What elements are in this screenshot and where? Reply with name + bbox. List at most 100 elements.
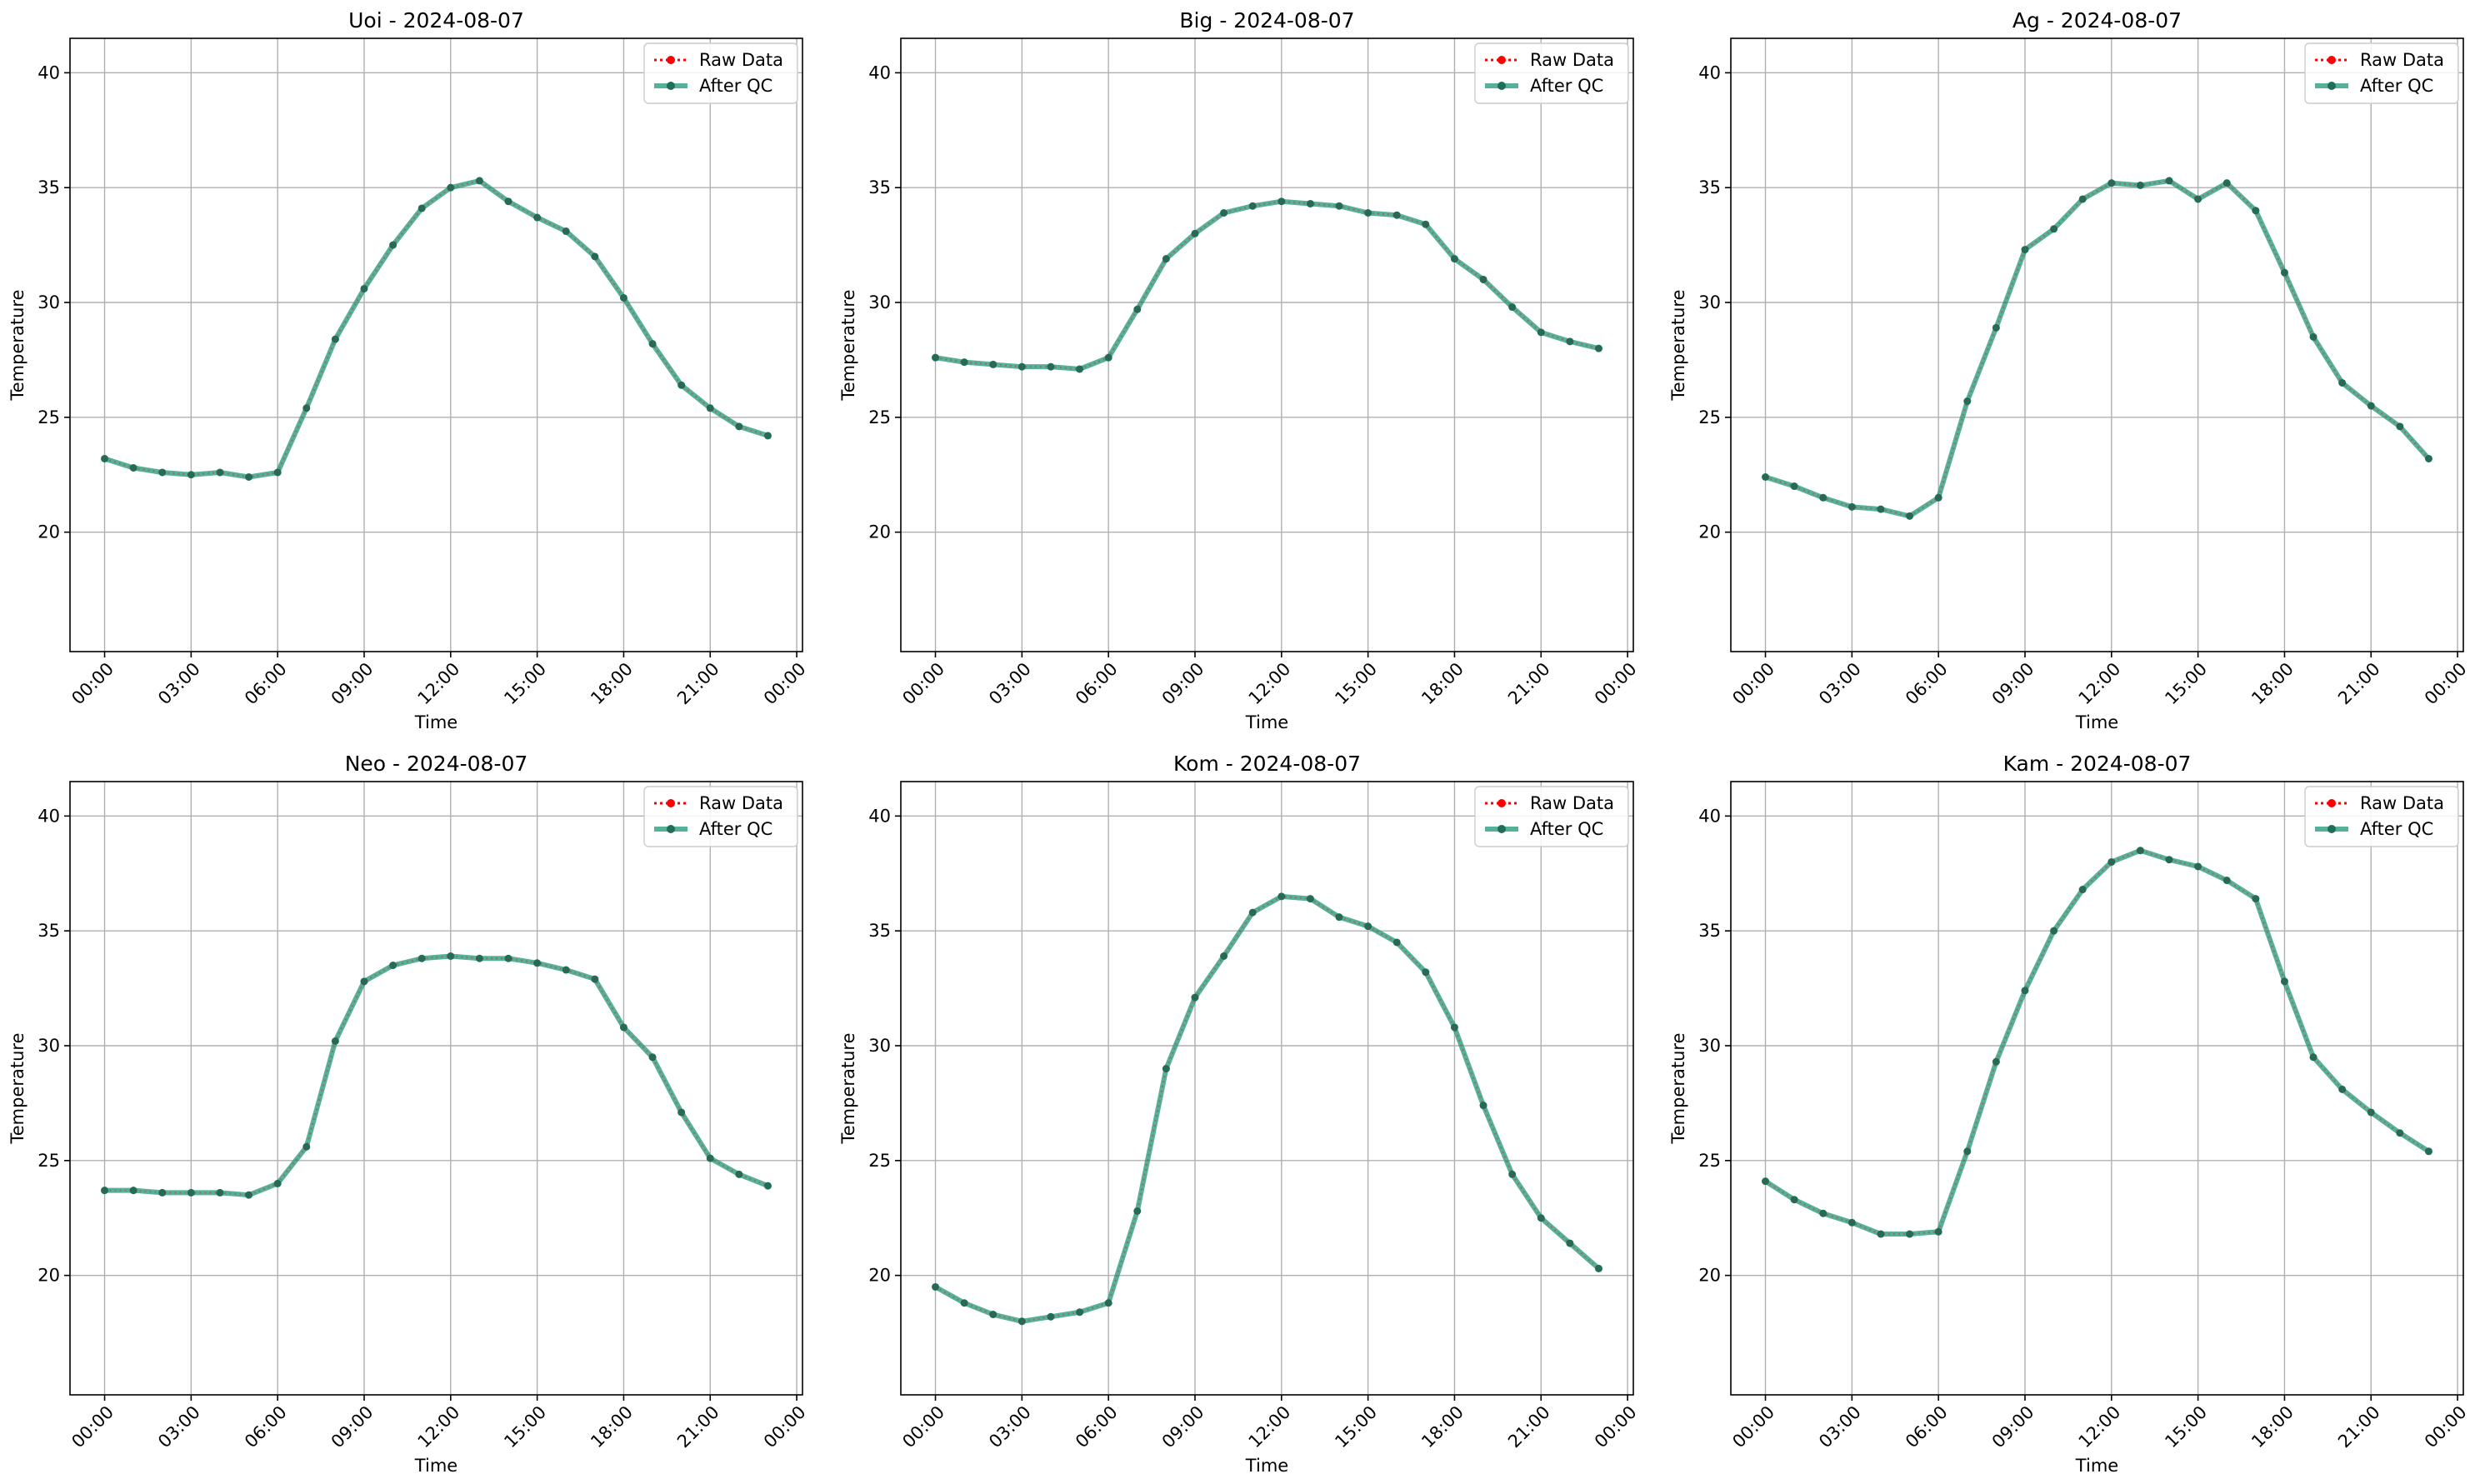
point-after-qc (1220, 952, 1228, 960)
x-tick-label: 18:00 (587, 1402, 637, 1452)
x-tick-label: 06:00 (241, 659, 291, 709)
point-after-qc (1963, 397, 1972, 406)
point-after-qc (2050, 225, 2058, 233)
point-after-qc (2050, 927, 2058, 935)
x-tick-label: 12:00 (414, 1402, 464, 1452)
point-after-qc (101, 454, 109, 462)
x-tick-label: 03:00 (154, 1402, 204, 1452)
point-after-qc (418, 954, 426, 962)
point-after-qc (619, 293, 628, 302)
chart-title: Neo - 2024-08-07 (345, 752, 528, 776)
legend-marker-after-qc (1498, 825, 1506, 833)
axes-frame (69, 37, 803, 652)
point-after-qc (763, 1182, 772, 1190)
y-tick-label: 30 (1698, 1036, 1721, 1056)
point-after-qc (2108, 857, 2116, 866)
point-after-qc (1220, 208, 1228, 217)
point-after-qc (1762, 1177, 1770, 1186)
point-after-qc (245, 473, 253, 482)
point-after-qc (245, 1191, 253, 1199)
point-after-qc (360, 977, 368, 986)
series-line-raw-data (1765, 179, 2430, 517)
point-after-qc (562, 966, 570, 974)
x-tick-label: 00:00 (68, 1402, 118, 1452)
x-axis-label: Time (1245, 1456, 1288, 1476)
point-after-qc (2424, 1147, 2432, 1156)
y-tick-label: 30 (38, 1036, 60, 1056)
legend-label-raw: Raw Data (1530, 793, 1614, 813)
point-after-qc (273, 1179, 282, 1187)
x-tick-label: 09:00 (1158, 659, 1208, 709)
point-after-qc (2078, 195, 2087, 203)
legend-marker-raw (667, 56, 675, 64)
point-after-qc (2280, 268, 2288, 277)
point-after-qc (648, 1053, 657, 1062)
legend-label-raw: Raw Data (699, 793, 783, 813)
point-after-qc (2367, 1108, 2375, 1117)
point-after-qc (1508, 1170, 1517, 1178)
x-tick-label: 09:00 (328, 1402, 378, 1452)
point-after-qc (216, 1188, 224, 1197)
point-after-qc (2338, 378, 2347, 387)
point-after-qc (2338, 1085, 2347, 1093)
x-tick-label: 18:00 (1418, 659, 1468, 709)
y-tick-label: 40 (1698, 806, 1721, 826)
point-after-qc (2165, 856, 2173, 864)
point-after-qc (1335, 202, 1343, 210)
point-after-qc (1906, 512, 1914, 520)
x-tick-label: 06:00 (1072, 659, 1122, 709)
x-axis-label: Time (414, 712, 458, 732)
chart-title: Big - 2024-08-07 (1179, 8, 1354, 32)
legend-label-after-qc: After QC (2360, 76, 2433, 96)
x-tick-label: 09:00 (1988, 1402, 2038, 1452)
point-after-qc (101, 1187, 109, 1195)
point-after-qc (158, 468, 167, 477)
legend-label-after-qc: After QC (699, 76, 772, 96)
point-after-qc (735, 422, 743, 431)
point-after-qc (1450, 1023, 1458, 1032)
legend-marker-after-qc (1498, 82, 1506, 90)
y-tick-label: 35 (868, 177, 891, 197)
x-tick-label: 03:00 (985, 1402, 1035, 1452)
point-after-qc (302, 404, 311, 412)
point-after-qc (2165, 177, 2173, 185)
legend-label-raw: Raw Data (2360, 50, 2444, 70)
legend-label-after-qc: After QC (1530, 76, 1603, 96)
point-after-qc (2108, 179, 2116, 187)
point-after-qc (1306, 199, 1314, 207)
x-tick-label: 12:00 (1245, 659, 1295, 709)
point-after-qc (475, 954, 483, 962)
legend-label-raw: Raw Data (699, 50, 783, 70)
point-after-qc (1162, 255, 1170, 263)
x-tick-label: 12:00 (1245, 1402, 1295, 1452)
y-tick-label: 25 (868, 1151, 891, 1171)
point-after-qc (187, 1188, 195, 1197)
x-tick-label: 21:00 (1504, 659, 1554, 709)
point-after-qc (1306, 895, 1314, 903)
series-line-raw-data (104, 179, 768, 478)
point-after-qc (2396, 422, 2404, 431)
point-after-qc (1076, 365, 1084, 373)
legend-marker-raw (1498, 56, 1506, 64)
point-after-qc (1819, 1209, 1828, 1217)
point-after-qc (2021, 246, 2029, 254)
point-after-qc (2396, 1129, 2404, 1137)
axes-frame (1730, 37, 2464, 652)
point-after-qc (932, 353, 940, 362)
point-after-qc (960, 358, 968, 367)
point-after-qc (989, 1311, 998, 1319)
y-tick-label: 20 (868, 1266, 891, 1286)
point-after-qc (1422, 220, 1430, 228)
x-tick-label: 03:00 (1815, 1402, 1865, 1452)
point-after-qc (1392, 938, 1401, 947)
point-after-qc (216, 468, 224, 477)
legend-marker-after-qc (667, 82, 675, 90)
y-tick-label: 25 (1698, 1151, 1721, 1171)
point-after-qc (562, 227, 570, 236)
point-after-qc (533, 959, 542, 967)
x-tick-label: 21:00 (2334, 659, 2384, 709)
x-tick-label: 06:00 (1902, 1402, 1952, 1452)
legend: Raw Data After QC (2304, 42, 2459, 104)
y-axis-label: Temperature (838, 1032, 858, 1144)
